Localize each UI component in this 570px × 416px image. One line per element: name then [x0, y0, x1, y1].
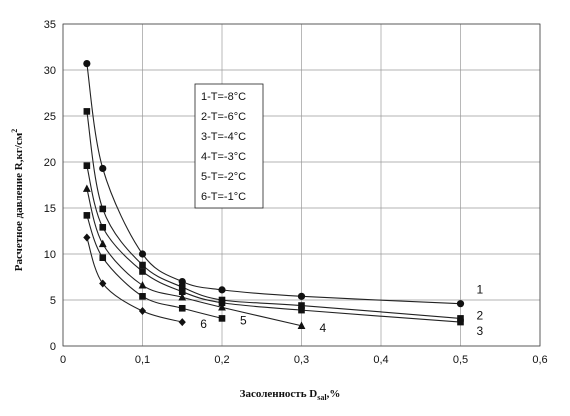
series-4-point — [138, 281, 147, 289]
series-1-point — [99, 164, 107, 173]
series-4-label: 4 — [320, 321, 327, 335]
series-4-point — [218, 303, 226, 311]
x-tick-label: 0,1 — [135, 354, 150, 366]
y-tick-label: 35 — [44, 19, 56, 31]
series-3-point — [83, 162, 91, 169]
curve-labels: 1 2 3 4 5 6 — [200, 283, 483, 338]
legend-entry-5: 5-T=-2°C — [201, 171, 246, 183]
series-2-label: 2 — [477, 308, 484, 322]
series-5-point — [178, 304, 186, 312]
series-4-point — [178, 293, 187, 301]
series-2-point — [178, 283, 186, 291]
x-axis-title: Засоленность Dsal,% — [240, 388, 341, 402]
series-5-point — [218, 315, 226, 322]
series-1-point — [297, 292, 306, 300]
series-6-point — [178, 318, 186, 327]
series-1-point — [138, 250, 147, 258]
series-6-point — [99, 279, 107, 288]
series-3-label: 3 — [477, 324, 484, 338]
series-1-point — [178, 278, 186, 286]
y-tick-label: 0 — [50, 341, 56, 353]
series-2-point — [457, 315, 464, 322]
series-5-point — [83, 212, 91, 219]
y-axis-title-sup: 2 — [10, 129, 19, 133]
x-tick-label: 0,4 — [373, 354, 388, 366]
x-axis-title-space: D — [307, 388, 318, 400]
x-tick-label: 0 — [60, 354, 66, 366]
series-6-point — [83, 233, 91, 242]
series-2-point — [99, 205, 107, 213]
legend-entry-4: 4-T=-3°C — [201, 151, 246, 163]
series-4-line — [86, 188, 302, 327]
y-tick-label: 30 — [44, 65, 56, 77]
legend-entries: 1-T=-8°C 2-T=-6°C 3-T=-4°C 4-T=-3°C 5-T=-2°C… — [201, 91, 246, 203]
series-1-label: 1 — [477, 283, 484, 297]
series-6-line — [86, 237, 183, 323]
series-3-point — [139, 268, 146, 275]
y-axis-title: Расчетное давление R,кг/см2 — [10, 129, 25, 272]
series-6-point — [138, 307, 147, 316]
x-tick-label: 0,5 — [453, 354, 468, 366]
legend-entry-2: 2-T=-6°C — [201, 111, 246, 123]
series-1-point — [218, 286, 226, 294]
series-5-label: 5 — [240, 313, 247, 327]
series-1-point — [83, 59, 91, 68]
series-5-point — [99, 254, 107, 261]
y-tick-label: 25 — [44, 111, 56, 123]
series-4-point — [98, 239, 107, 248]
legend-entry-6: 6-T=-1°C — [201, 191, 246, 203]
series-3-point — [218, 299, 226, 307]
data-markers — [82, 59, 465, 329]
plot-area — [62, 23, 541, 347]
series-2-point — [83, 108, 91, 115]
legend-entry-3: 3-T=-4°C — [201, 131, 246, 143]
x-axis-title-text: Засоленность — [240, 388, 307, 400]
series-1-point — [456, 300, 465, 308]
series-4-point — [297, 321, 306, 329]
y-tick-label: 5 — [50, 295, 56, 307]
series-2-point — [139, 261, 146, 269]
y-tick-label: 15 — [44, 203, 56, 215]
series-2-point — [298, 302, 305, 309]
legend: 1-T=-8°C 2-T=-6°C 3-T=-4°C 4-T=-3°C 5-T=-2°C… — [194, 83, 264, 209]
x-axis-title-suffix: ,% — [327, 388, 341, 400]
series-3-point — [178, 288, 186, 296]
series-3-point — [298, 306, 305, 314]
x-axis-title-sub: sal — [317, 393, 327, 402]
y-axis-title-text: Расчетное давление R,кг/см — [13, 132, 25, 271]
x-tick-label: 0,3 — [294, 354, 309, 366]
y-tick-label: 10 — [44, 249, 56, 261]
series-4-point — [82, 184, 91, 192]
series-3-point — [457, 318, 464, 326]
y-tick-label: 20 — [44, 157, 56, 169]
x-tick-label: 0,2 — [214, 354, 229, 366]
series-5-point — [139, 293, 146, 300]
gridlines — [62, 23, 541, 347]
legend-entry-1: 1-T=-8°C — [201, 91, 246, 103]
series-6-label: 6 — [200, 317, 207, 331]
series-3-point — [99, 224, 107, 231]
legend-box — [194, 83, 264, 209]
x-tick-label: 0,6 — [532, 354, 547, 366]
